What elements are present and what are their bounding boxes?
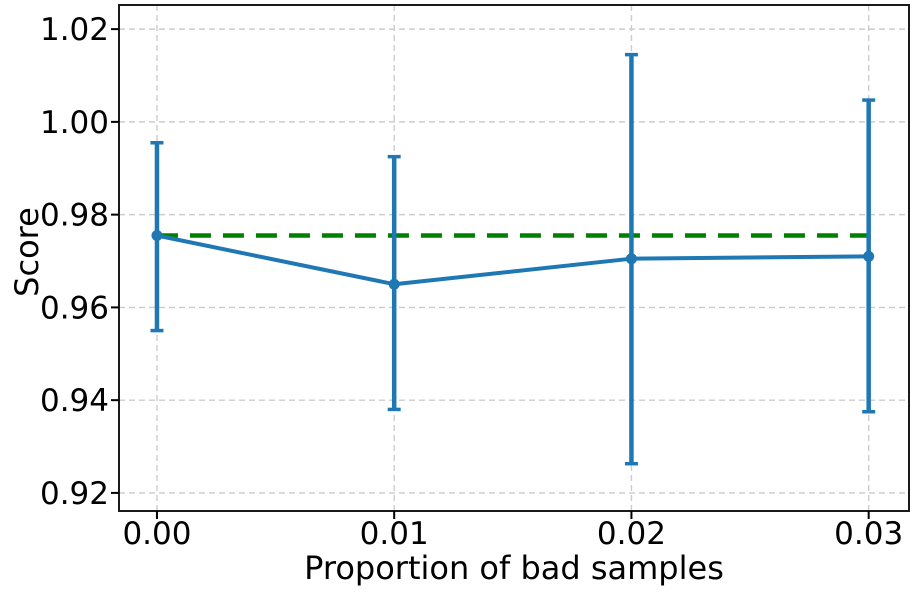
tick-marks xyxy=(111,28,870,519)
x-tick-label: 0.02 xyxy=(597,516,666,552)
tick-labels: 0.00 0.01 0.02 0.03 0.92 0.94 0.96 0.98 1.00 1.02 xyxy=(40,12,903,552)
plot-border xyxy=(118,4,910,512)
y-tick-label: 0.92 xyxy=(40,476,109,512)
x-tick-label: 0.03 xyxy=(834,516,903,552)
plot-border-spines xyxy=(118,4,910,512)
series-line xyxy=(156,233,869,287)
y-tick-label: 1.00 xyxy=(40,105,109,141)
x-axis-label: Proportion of bad samples xyxy=(304,549,724,587)
x-tick-label: 0.01 xyxy=(360,516,429,552)
data-point-marker xyxy=(151,230,163,242)
y-tick-label: 0.96 xyxy=(40,290,109,326)
data-point-marker xyxy=(625,253,637,265)
y-tick-label: 0.94 xyxy=(40,383,109,419)
y-tick-label: 1.02 xyxy=(40,12,109,48)
data-series-with-errorbars xyxy=(150,52,876,466)
x-tick-label: 0.00 xyxy=(122,516,191,552)
data-point-marker xyxy=(388,278,400,290)
y-tick-label: 0.98 xyxy=(40,198,109,234)
data-point-marker xyxy=(863,250,875,262)
y-axis-label: Score xyxy=(8,207,46,297)
